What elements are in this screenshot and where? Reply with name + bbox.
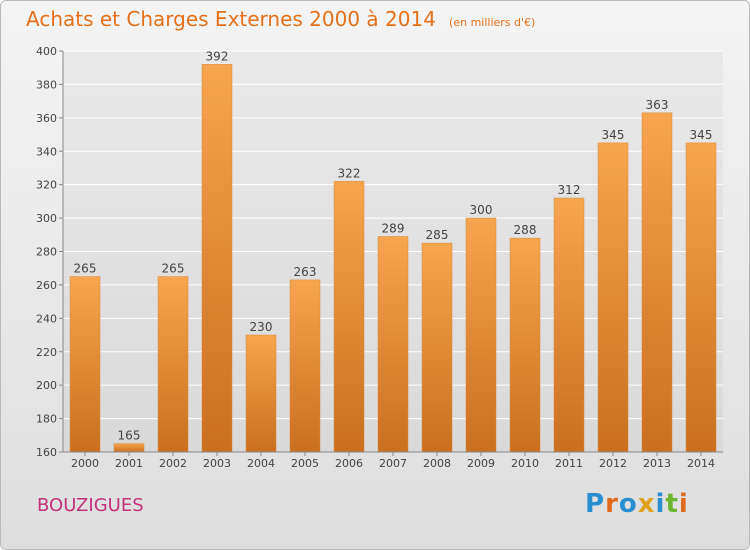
value-label: 312 <box>558 183 581 197</box>
bar-2006 <box>333 181 365 453</box>
x-tick-label: 2014 <box>687 457 715 470</box>
value-label: 363 <box>646 98 669 112</box>
bar-2012 <box>597 142 629 453</box>
value-label: 345 <box>602 128 625 142</box>
y-tick-label: 240 <box>36 312 57 325</box>
x-tick-label: 2002 <box>159 457 187 470</box>
value-label: 263 <box>294 265 317 279</box>
value-label: 289 <box>382 221 405 235</box>
value-label: 265 <box>162 262 185 276</box>
x-tick-label: 2007 <box>379 457 407 470</box>
value-label: 288 <box>514 223 537 237</box>
value-label: 265 <box>74 262 97 276</box>
y-tick-labels: 160 180 200 220 240 260 280 300 320 340 360 380 400 <box>36 45 57 459</box>
bar-2002 <box>157 276 189 453</box>
title-row: Achats et Charges Externes 2000 à 2014 (… <box>26 7 535 31</box>
y-tick-label: 200 <box>36 379 57 392</box>
y-tick-label: 360 <box>36 112 57 125</box>
y-tick-label: 260 <box>36 279 57 292</box>
x-tick-label: 2003 <box>203 457 231 470</box>
y-tick-label: 160 <box>36 446 57 459</box>
bar-2009 <box>465 217 497 453</box>
y-tick-label: 220 <box>36 346 57 359</box>
bar-2008 <box>421 242 453 453</box>
logo-letter: i <box>655 489 666 519</box>
x-tick-label: 2000 <box>71 457 99 470</box>
x-tick-label: 2011 <box>555 457 583 470</box>
bar-2001 <box>113 443 145 453</box>
x-tick-label: 2009 <box>467 457 495 470</box>
bar-2013 <box>641 112 673 453</box>
bar-2010 <box>509 237 541 453</box>
x-tick-labels: 2000 2001 2002 2003 2004 2005 2006 2007 2008 2009… <box>71 452 715 470</box>
value-label: 345 <box>690 128 713 142</box>
x-tick-label: 2012 <box>599 457 627 470</box>
value-label: 285 <box>426 228 449 242</box>
logo-letter: x <box>637 489 656 519</box>
y-tick-label: 340 <box>36 145 57 158</box>
logo-letter: t <box>665 489 679 519</box>
chart-title: Achats et Charges Externes 2000 à 2014 <box>26 7 436 31</box>
x-tick-label: 2001 <box>115 457 143 470</box>
y-tick-label: 320 <box>36 179 57 192</box>
bar-2000 <box>69 276 101 453</box>
x-tick-label: 2013 <box>643 457 671 470</box>
logo-letter: r <box>605 489 619 519</box>
bar-2014 <box>685 142 717 453</box>
logo-letter: o <box>618 489 638 519</box>
x-tick-label: 2004 <box>247 457 275 470</box>
y-tick-label: 300 <box>36 212 57 225</box>
chart-subtitle: (en milliers d'€) <box>449 16 536 29</box>
logo-letter: P <box>585 489 606 519</box>
x-tick-label: 2010 <box>511 457 539 470</box>
proxiti-logo[interactable]: Proxiti <box>585 489 689 519</box>
value-label: 165 <box>118 429 141 443</box>
bar-2004 <box>245 334 277 453</box>
bar-2007 <box>377 236 409 453</box>
bar-2011 <box>553 197 585 453</box>
x-tick-label: 2008 <box>423 457 451 470</box>
y-tick-label: 380 <box>36 78 57 91</box>
y-tick-label: 280 <box>36 246 57 259</box>
bar-2003 <box>201 64 233 453</box>
y-tick-label: 400 <box>36 45 57 58</box>
bars <box>69 64 717 453</box>
value-label: 230 <box>250 320 273 334</box>
x-tick-label: 2005 <box>291 457 319 470</box>
value-label: 300 <box>470 203 493 217</box>
logo-letter: i <box>678 489 689 519</box>
value-label: 322 <box>338 166 361 180</box>
y-tick-label: 180 <box>36 413 57 426</box>
value-labels: 265 165 265 392 230 263 322 289 285 300 288 312 345 3… <box>74 49 713 442</box>
commune-name: BOUZIGUES <box>37 495 144 516</box>
value-label: 392 <box>206 49 229 63</box>
bar-2005 <box>289 279 321 453</box>
x-tick-label: 2006 <box>335 457 363 470</box>
